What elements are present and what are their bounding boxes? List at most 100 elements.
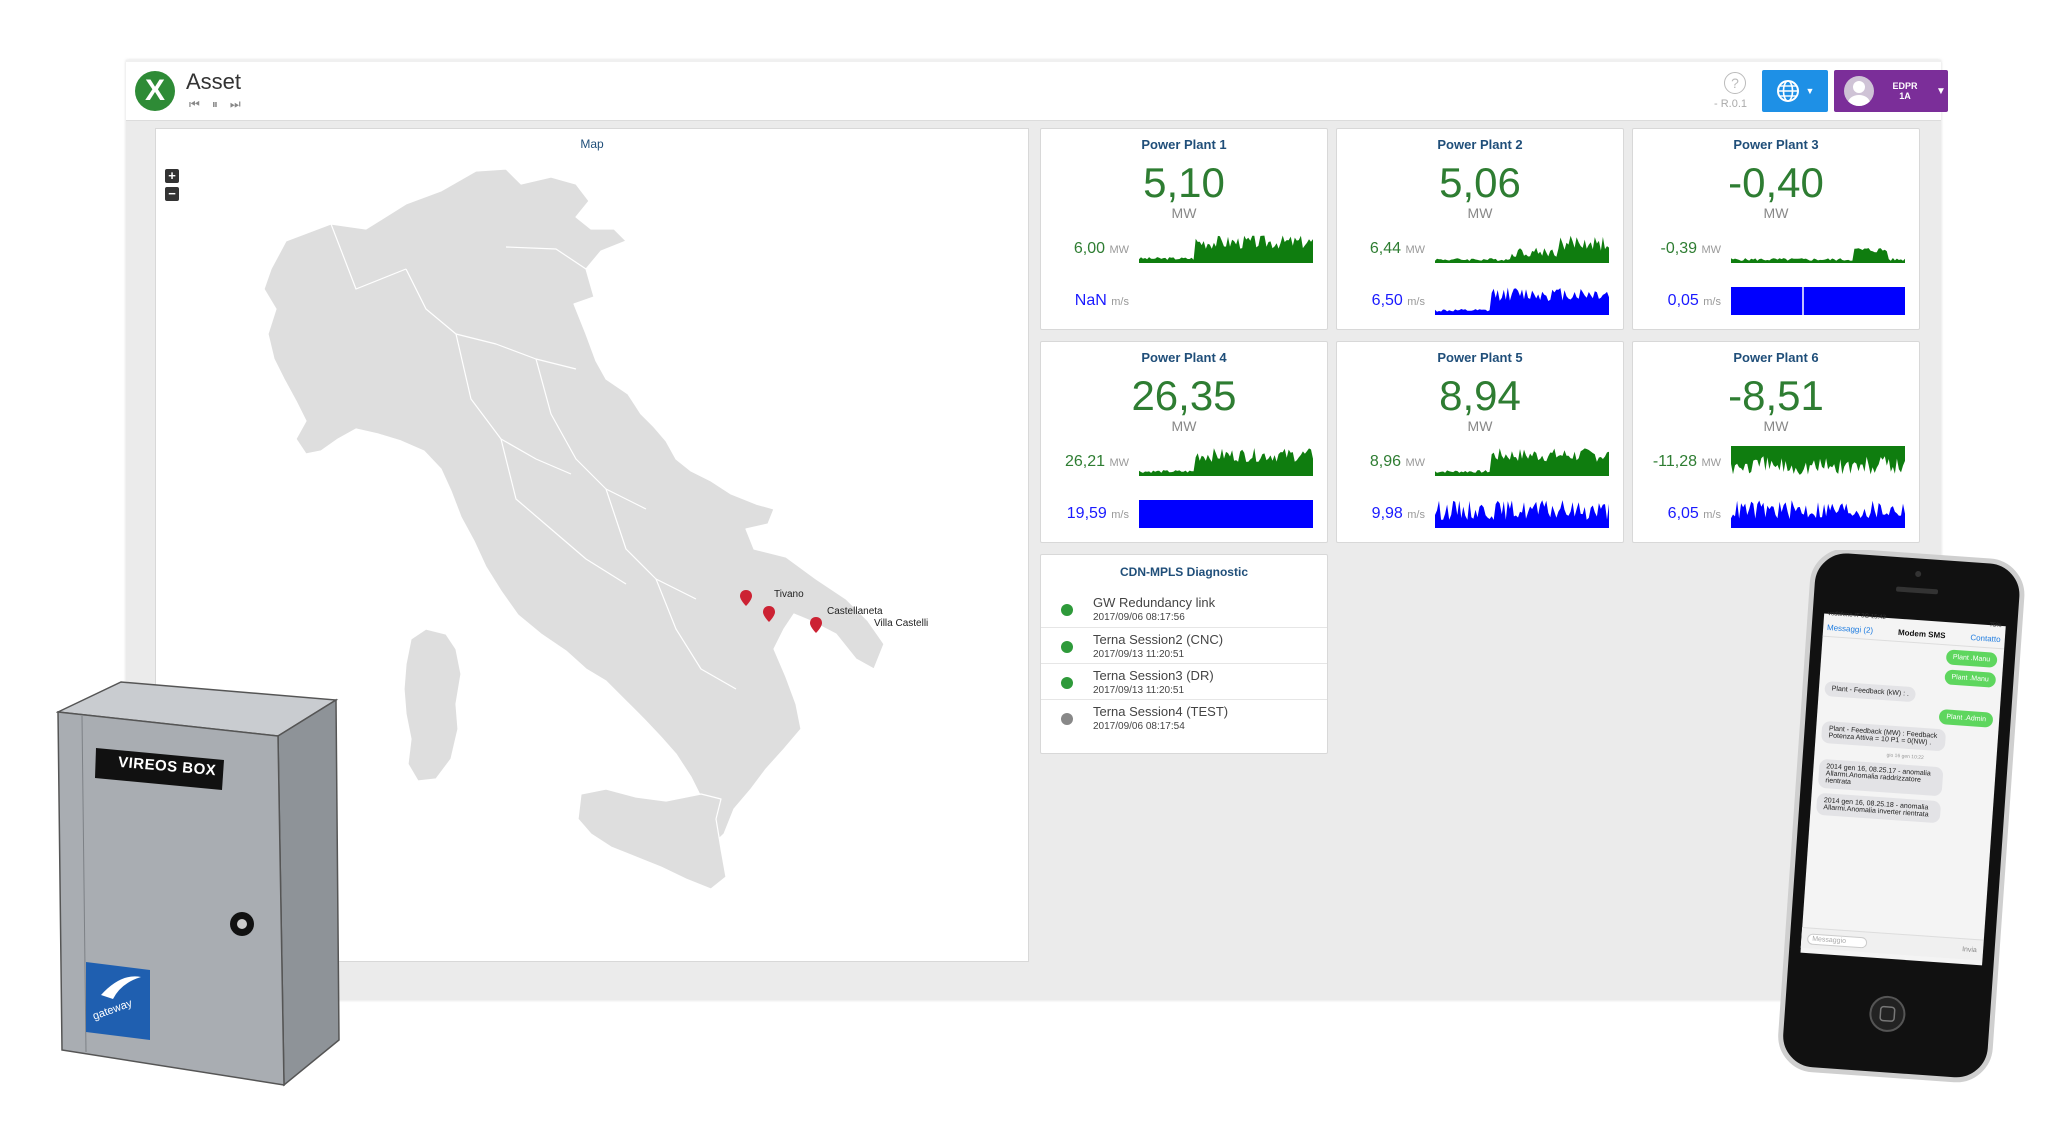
marker-label[interactable]: Tivano xyxy=(774,589,804,600)
skip-forward-icon[interactable]: ⏭ xyxy=(229,97,241,111)
plant-power-unit: MW xyxy=(1171,418,1197,434)
wind-sparkline xyxy=(1435,500,1609,528)
power-plant-card[interactable]: Power Plant 1 5,10 MW 6,00 MW NaN m/s xyxy=(1040,128,1328,330)
skip-back-icon[interactable]: ⏮ xyxy=(189,97,200,111)
plant-power-unit: MW xyxy=(1467,418,1493,434)
map-marker-icon xyxy=(740,590,752,606)
power-plant-card[interactable]: Power Plant 2 5,06 MW 6,44 MW 6,50 m/s xyxy=(1336,128,1624,330)
plant-power-value: 8,94 xyxy=(1439,372,1521,419)
map-marker-icon xyxy=(763,606,775,622)
power-reading: -11,28 MW xyxy=(1652,453,1721,470)
power-reading: -0,39 MW xyxy=(1660,240,1721,257)
message-list: Plant .Manu Plant .Manu Plant - Feedback… xyxy=(1810,637,2004,831)
sparkline-area xyxy=(1435,500,1609,528)
diagnostic-panel: CDN-MPLS Diagnostic GW Redundancy link 2… xyxy=(1040,554,1328,754)
sparkline-area xyxy=(1139,500,1313,528)
wind-sparkline xyxy=(1139,500,1313,528)
message-input[interactable]: Messaggio xyxy=(1806,932,1868,948)
plant-power-unit: MW xyxy=(1467,205,1493,221)
back-button[interactable]: Messaggi (2) xyxy=(1826,622,1874,636)
plant-name: Power Plant 3 xyxy=(1733,137,1819,152)
help-icon[interactable]: ? xyxy=(1724,72,1746,94)
user-name: EDPR 1A xyxy=(1892,81,1918,101)
page-title: Asset xyxy=(186,69,242,94)
plant-power-value: 26,35 xyxy=(1131,372,1237,419)
status-dot xyxy=(1061,604,1073,616)
sparkline-area xyxy=(1731,446,1905,475)
message-bubble-in: 2014 gen 16, 08.25.17 - anomalia Allarmi… xyxy=(1817,758,1944,797)
marker-label[interactable]: Castellaneta xyxy=(827,606,883,617)
playback-controls: ⏮ ⏸ ⏭ xyxy=(189,96,241,112)
globe-icon xyxy=(1776,80,1799,102)
plant-power-value: -8,51 xyxy=(1728,372,1824,419)
sparkline-area xyxy=(1731,287,1905,315)
wind-reading: NaN m/s xyxy=(1074,292,1129,309)
power-sparkline xyxy=(1435,448,1609,476)
power-sparkline xyxy=(1139,235,1313,263)
power-reading: 6,00 MW xyxy=(1073,240,1129,257)
message-bubble-in: Plant - Feedback (MW) : Feedback Potenza… xyxy=(1820,720,1947,752)
date-separator: gio 16 gen 10:22 xyxy=(1886,752,1924,762)
power-plant-card[interactable]: Power Plant 5 8,94 MW 8,96 MW 9,98 m/s xyxy=(1336,341,1624,543)
wind-reading: 9,98 m/s xyxy=(1371,505,1425,522)
plant-power-unit: MW xyxy=(1763,205,1789,221)
smartphone: vodafone IT 3G 15:42 75% Messaggi (2) Mod… xyxy=(1770,550,2050,1090)
zoom-out-button[interactable]: − xyxy=(165,187,179,201)
diagnostic-row: GW Redundancy link 2017/09/06 08:17:56 xyxy=(1041,591,1327,627)
message-bubble-in: Plant - Feedback (kW) : . xyxy=(1824,680,1917,703)
map-markers xyxy=(740,590,822,633)
diagnostic-title: CDN-MPLS Diagnostic xyxy=(1119,565,1248,579)
wind-reading: 0,05 m/s xyxy=(1667,292,1721,309)
wind-sparkline xyxy=(1435,287,1609,315)
power-plant-card[interactable]: Power Plant 4 26,35 MW 26,21 MW 19,59 m/s xyxy=(1040,341,1328,543)
send-button[interactable]: Invia xyxy=(1961,945,1978,954)
map-marker-icon xyxy=(810,617,822,633)
power-sparkline xyxy=(1731,446,1905,475)
plant-power-unit: MW xyxy=(1763,418,1789,434)
plant-name: Power Plant 2 xyxy=(1437,137,1523,152)
power-plant-card[interactable]: Power Plant 6 -8,51 MW -11,28 MW 6,05 m/s xyxy=(1632,341,1920,543)
language-button[interactable]: ▼ xyxy=(1762,70,1828,112)
phone-screen: vodafone IT 3G 15:42 75% Messaggi (2) Mod… xyxy=(1800,609,2006,961)
diagnostic-row: Terna Session3 (DR) 2017/09/13 11:20:51 xyxy=(1041,663,1327,700)
plant-name: Power Plant 4 xyxy=(1141,350,1227,365)
sparkline-area xyxy=(1139,235,1313,263)
sparkline-area xyxy=(1435,235,1609,263)
status-dot xyxy=(1061,641,1073,653)
sparkline-area xyxy=(1731,248,1905,263)
power-sparkline xyxy=(1435,235,1609,263)
pause-icon[interactable]: ⏸ xyxy=(211,97,218,111)
wind-reading: 6,50 m/s xyxy=(1371,292,1425,309)
sparkline-area xyxy=(1435,287,1609,315)
zoom-in-button[interactable]: + xyxy=(165,169,179,183)
marker-label[interactable]: Villa Castelli xyxy=(874,618,929,629)
power-reading: 6,44 MW xyxy=(1369,240,1425,257)
wind-sparkline xyxy=(1731,500,1905,528)
contact-button[interactable]: Contatto xyxy=(1970,632,2001,645)
message-bubble-in: 2014 gen 16, 08.25.18 - anomalia Allarmi… xyxy=(1815,792,1942,824)
app-logo-icon[interactable]: X xyxy=(135,71,175,111)
plant-power-value: 5,06 xyxy=(1439,159,1521,206)
avatar xyxy=(1844,76,1874,106)
plant-power-unit: MW xyxy=(1171,205,1197,221)
top-bar: X Asset ⏮ ⏸ ⏭ ? - R.0.1 ▼ EDPR 1A ▼ xyxy=(126,60,1948,121)
plant-power-value: -0,40 xyxy=(1728,159,1824,206)
message-bubble-out: Plant .Admin xyxy=(1938,709,1994,728)
user-menu-button[interactable]: EDPR 1A ▼ xyxy=(1834,70,1948,112)
plant-name: Power Plant 5 xyxy=(1437,350,1523,365)
status-dot xyxy=(1061,677,1073,689)
wind-reading: 6,05 m/s xyxy=(1667,505,1721,522)
plant-name: Power Plant 6 xyxy=(1733,350,1819,365)
power-sparkline xyxy=(1139,448,1313,476)
sparkline-area xyxy=(1435,448,1609,476)
status-dot xyxy=(1061,713,1073,725)
wind-reading: 19,59 m/s xyxy=(1066,505,1129,522)
power-plant-card[interactable]: Power Plant 3 -0,40 MW -0,39 MW 0,05 m/s xyxy=(1632,128,1920,330)
italy-map[interactable] xyxy=(156,129,1028,961)
power-sparkline xyxy=(1731,248,1905,263)
plant-name: Power Plant 1 xyxy=(1141,137,1227,152)
diagnostic-row: Terna Session4 (TEST) 2017/09/06 08:17:5… xyxy=(1041,699,1327,736)
message-bubble-out: Plant .Manu xyxy=(1943,669,1997,688)
diagnostic-row: Terna Session2 (CNC) 2017/09/13 11:20:51 xyxy=(1041,627,1327,664)
sparkline-area xyxy=(1139,448,1313,476)
